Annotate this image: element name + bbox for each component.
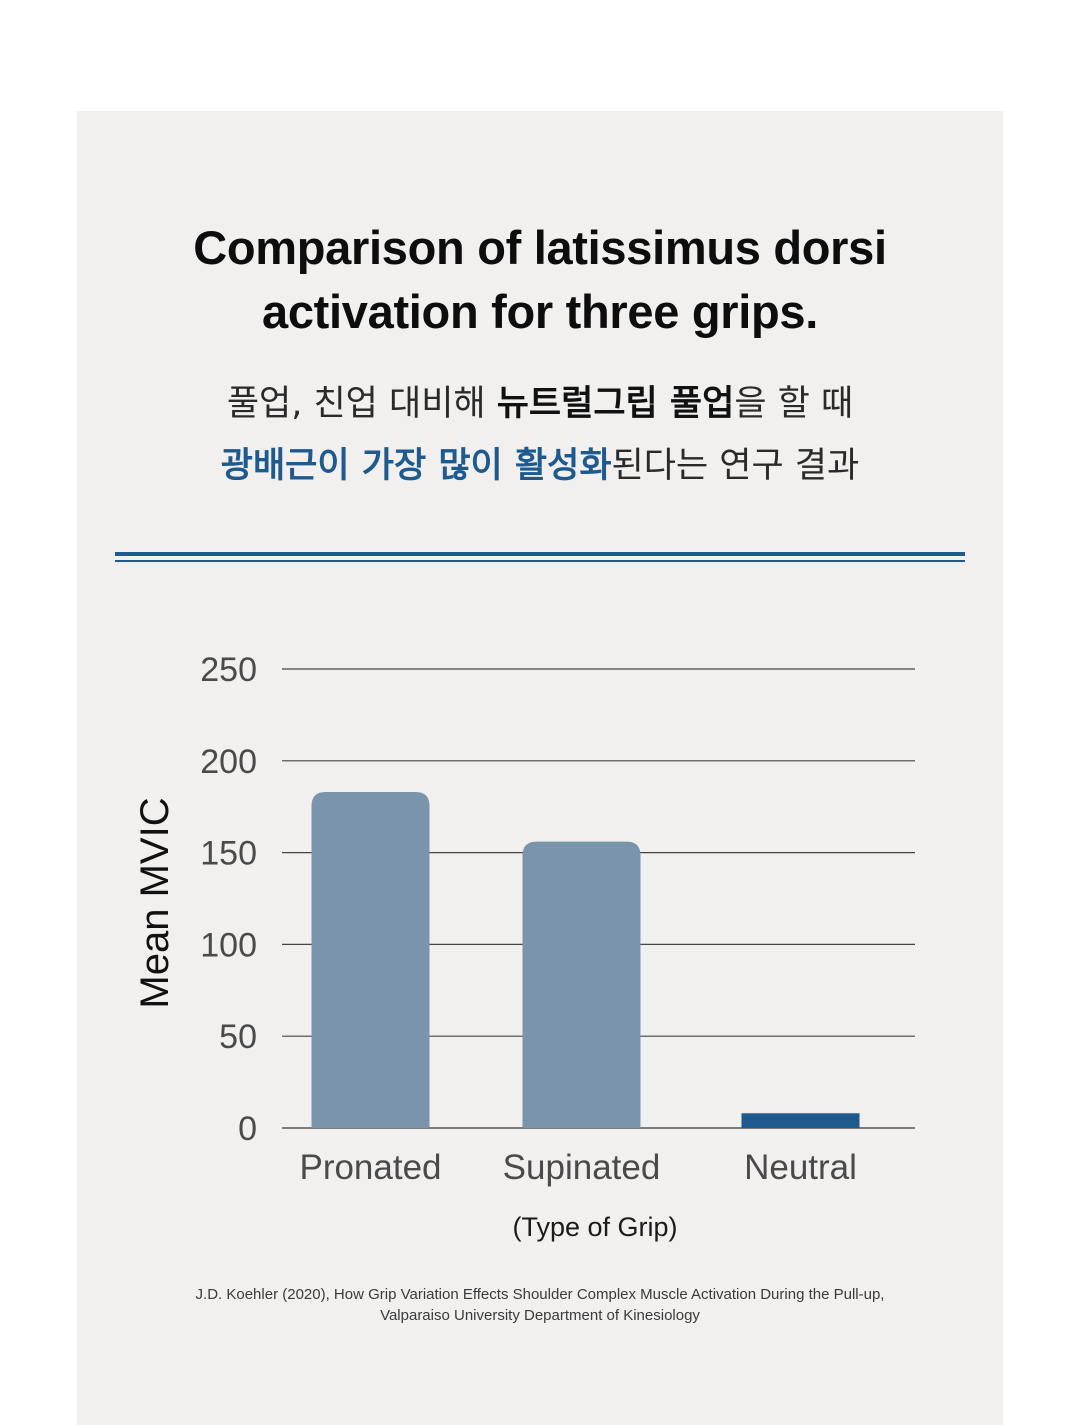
- bar: [522, 841, 641, 1128]
- y-tick-label: 100: [200, 926, 257, 964]
- title-line-1: Comparison of latissimus dorsi: [193, 221, 887, 274]
- bar-chart: 0 50 100 150 200 250 Pronated Supinated Neutral (…: [133, 651, 915, 1242]
- page-title: Comparison of latissimus dorsi activatio…: [77, 216, 1003, 344]
- citation-line-1: J.D. Koehler (2020), How Grip Variation …: [195, 1286, 885, 1303]
- y-axis-label: Mean MVIC: [133, 797, 177, 1008]
- citation-line-2: Valparaiso University Department of Kine…: [380, 1307, 700, 1324]
- infographic-card: Comparison of latissimus dorsi activatio…: [77, 111, 1003, 1425]
- y-tick-label: 0: [238, 1110, 257, 1148]
- subtitle-line-1: 풀업, 친업 대비해 뉴트럴그립 풀업을 할 때: [77, 373, 1003, 435]
- x-tick-label: Supinated: [503, 1148, 661, 1187]
- subtitle-text: 된다는 연구 결과: [611, 446, 860, 486]
- subtitle-text: 을 할 때: [734, 384, 854, 424]
- divider-thick: [115, 552, 965, 556]
- x-axis-label: (Type of Grip): [512, 1212, 677, 1242]
- subtitle-highlight: 광배근이 가장 많이 활성화: [220, 446, 612, 486]
- y-tick-label: 150: [200, 835, 257, 873]
- subtitle-emphasis: 뉴트럴그립 풀업: [496, 384, 735, 424]
- x-tick-label: Neutral: [744, 1148, 857, 1187]
- x-tick-label: Pronated: [299, 1148, 441, 1187]
- subtitle-line-2: 광배근이 가장 많이 활성화된다는 연구 결과: [77, 435, 1003, 497]
- title-line-2: activation for three grips.: [261, 285, 818, 338]
- bar: [741, 1113, 860, 1128]
- y-tick-label: 250: [200, 651, 257, 689]
- y-tick-label: 200: [200, 743, 257, 781]
- citation: J.D. Koehler (2020), How Grip Variation …: [77, 1284, 1003, 1326]
- subtitle: 풀업, 친업 대비해 뉴트럴그립 풀업을 할 때 광배근이 가장 많이 활성화된…: [77, 373, 1003, 497]
- y-tick-label: 50: [219, 1018, 257, 1056]
- subtitle-text: 풀업, 친업 대비해: [226, 384, 497, 424]
- bar: [311, 792, 430, 1128]
- divider-thin: [115, 560, 965, 562]
